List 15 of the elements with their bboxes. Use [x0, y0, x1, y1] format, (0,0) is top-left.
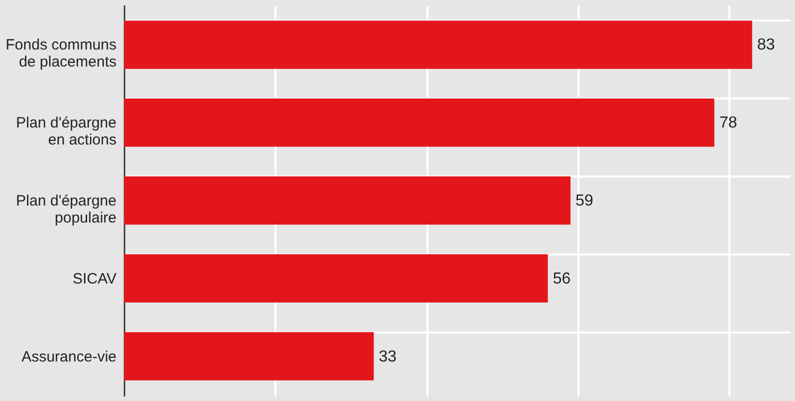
y-tick-label: Assurance-vie [21, 348, 116, 366]
bar [124, 254, 548, 303]
data-label: 56 [552, 270, 571, 288]
data-label: 33 [378, 348, 397, 366]
y-tick-label: SICAV [72, 270, 116, 288]
bar [124, 20, 752, 69]
y-tick-label: Fonds communs de placements [6, 36, 116, 71]
data-label: 59 [576, 192, 594, 210]
data-label: 83 [757, 36, 776, 54]
bar [124, 98, 714, 147]
bar [124, 176, 571, 225]
bar [124, 332, 374, 380]
y-tick-label: Plan d'épargne en actions [16, 114, 116, 149]
data-label: 78 [719, 114, 738, 132]
y-tick-label: Plan d'épargne populaire [16, 192, 116, 226]
